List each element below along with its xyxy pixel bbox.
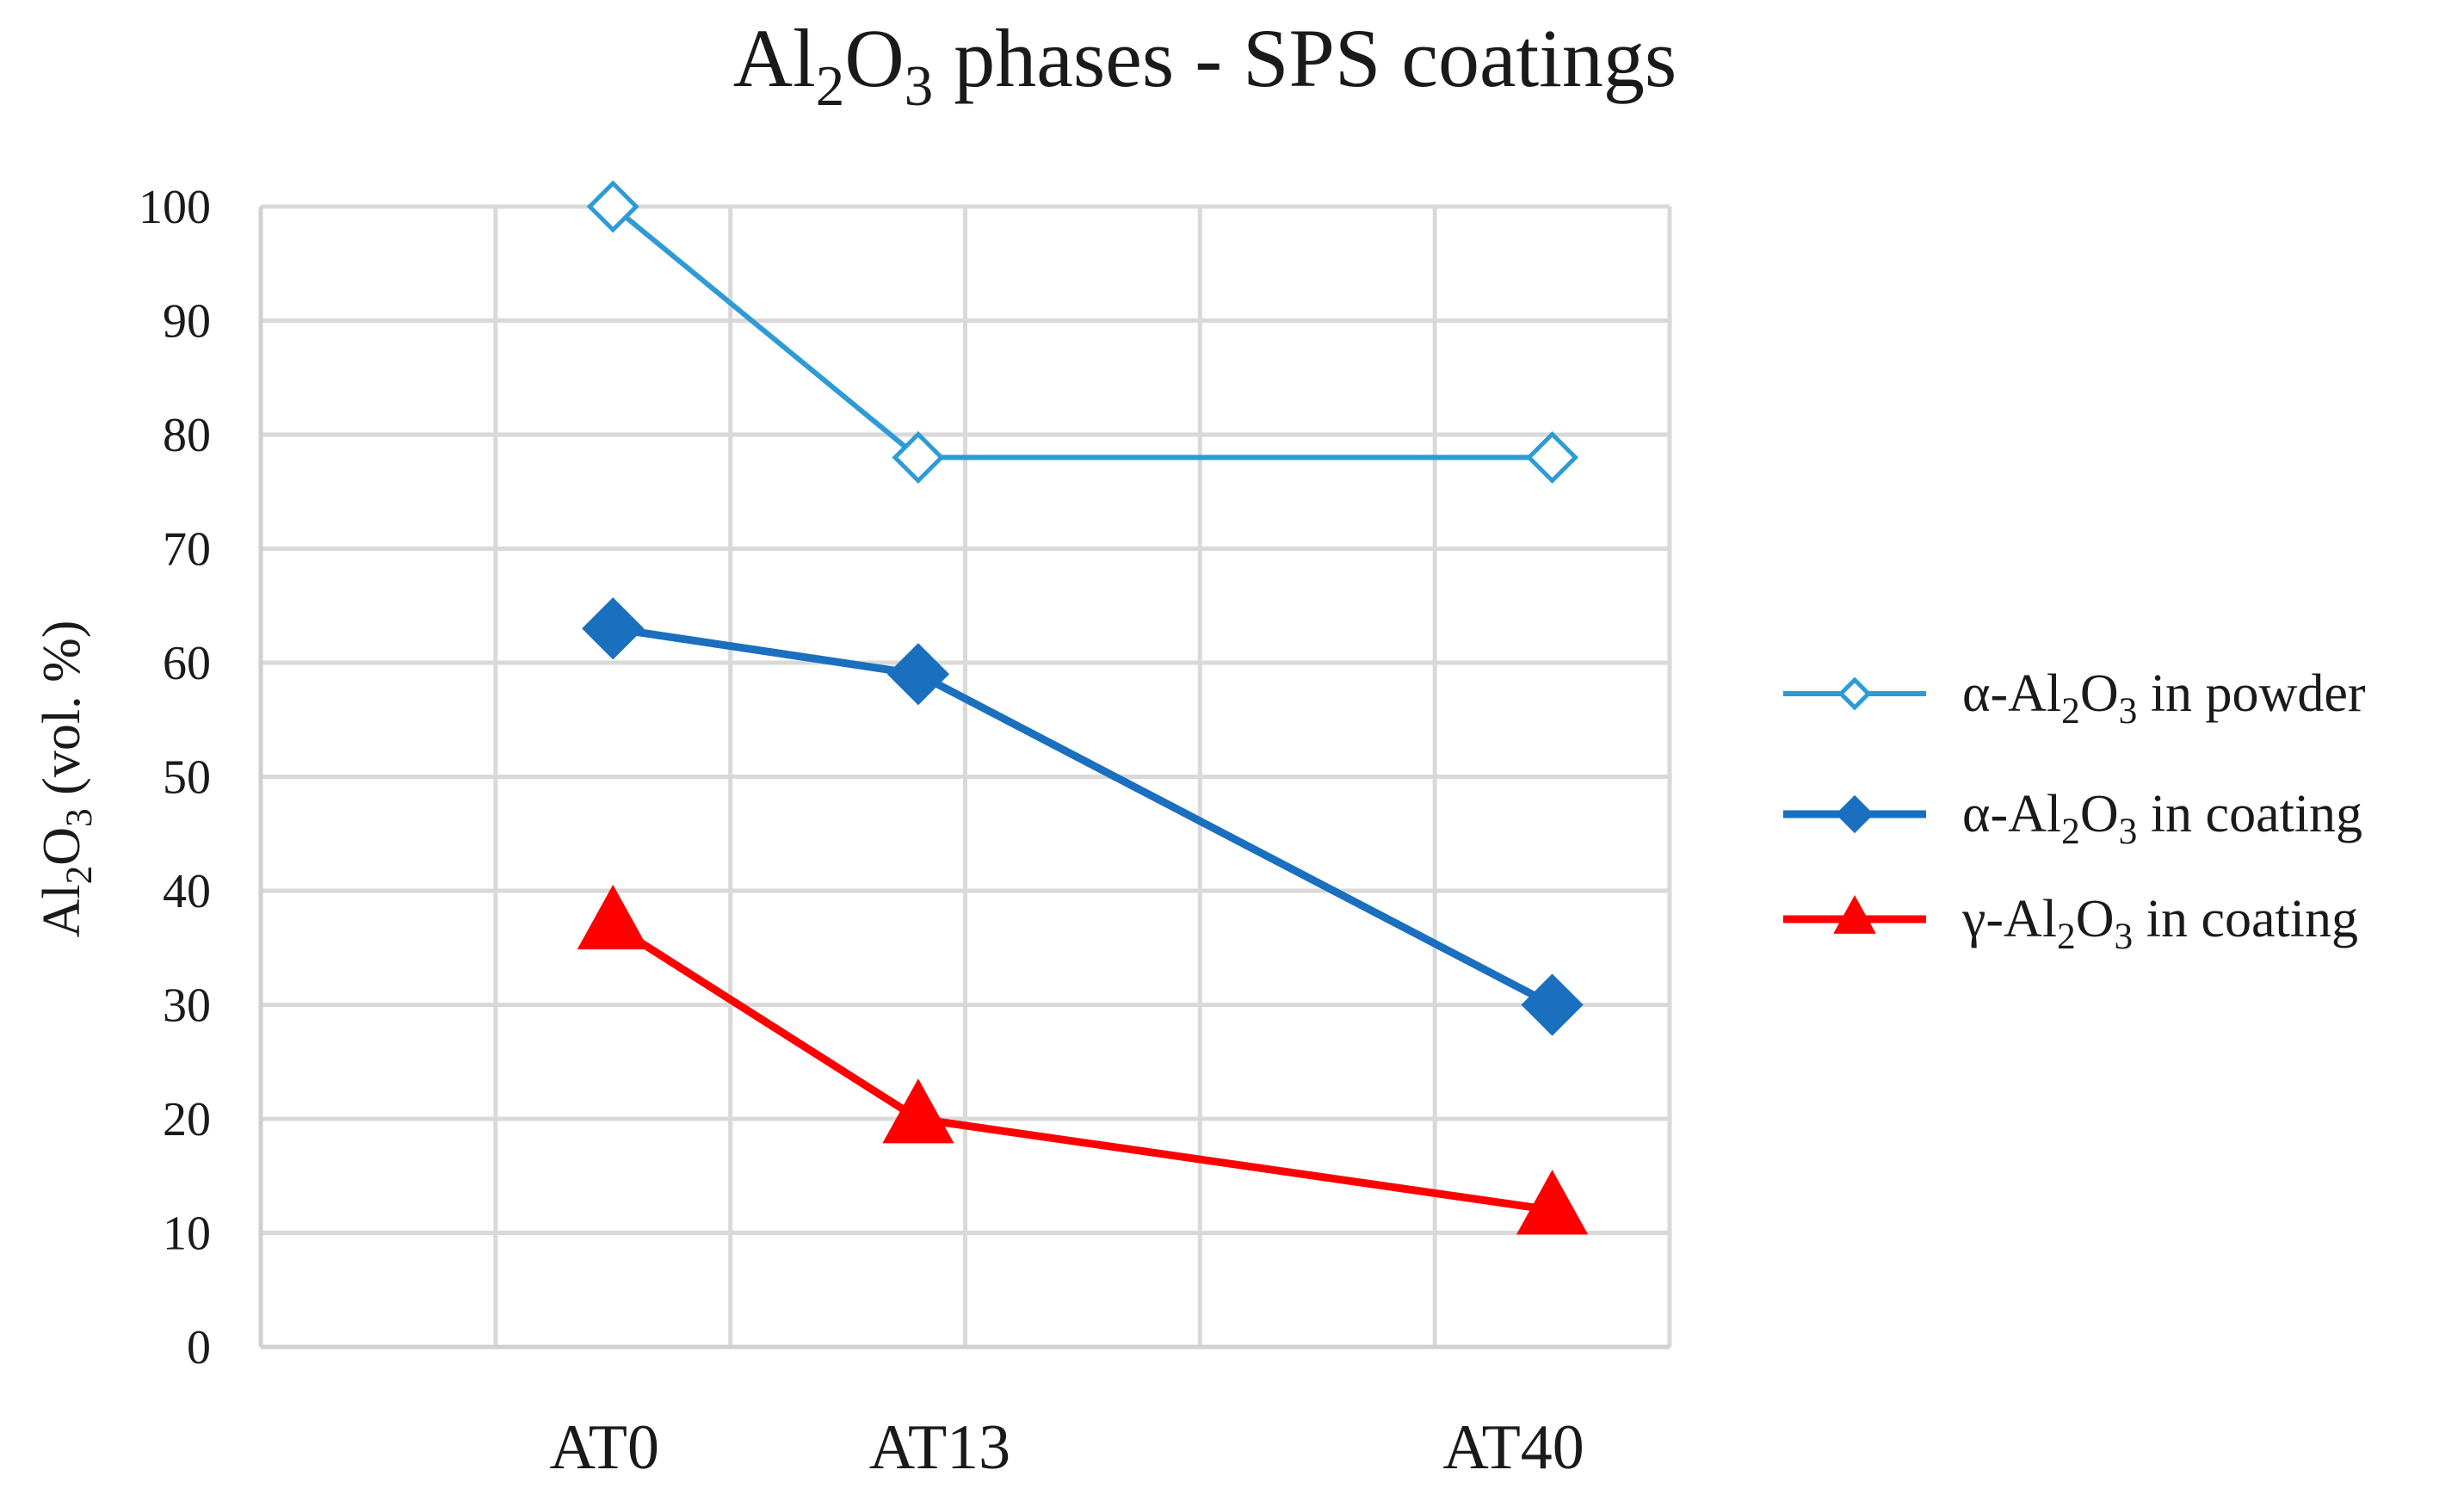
series-2	[577, 884, 1589, 1235]
y-ticks: 0 10 20 30 40 50 60 70 80 90 100	[139, 181, 211, 1374]
y-axis-label: Al2O3 (vol. %)	[33, 621, 100, 938]
legend-marker	[1835, 794, 1874, 834]
legend-label: α-Al2O3 in coating	[1962, 785, 2362, 852]
y-tick-label: 80	[163, 409, 211, 462]
data-point	[582, 597, 645, 660]
legend-label: γ-Al2O3 in coating	[1961, 890, 2358, 957]
y-tick-label: 10	[163, 1207, 211, 1261]
axes	[258, 207, 1670, 1350]
data-point	[586, 180, 639, 233]
legend-marker	[1837, 676, 1872, 711]
data-point	[886, 643, 950, 706]
series-line	[612, 624, 1554, 1009]
series-line	[610, 921, 1553, 1214]
x-tick-label: AT40	[1442, 1412, 1584, 1483]
y-tick-label: 90	[163, 295, 211, 349]
data-point	[1521, 973, 1584, 1036]
series-0	[586, 180, 1579, 485]
legend-label: α-Al2O3 in powder	[1962, 664, 2366, 732]
grid	[258, 204, 1672, 1350]
y-tick-label: 40	[163, 865, 211, 918]
y-axis-label-group: Al2O3 (vol. %)	[33, 621, 100, 938]
data-point	[882, 1078, 954, 1144]
y-tick-label: 50	[163, 751, 211, 805]
y-tick-label: 60	[163, 637, 211, 690]
data-point	[1516, 1170, 1589, 1235]
y-tick-label: 0	[187, 1321, 211, 1374]
y-tick-label: 20	[163, 1093, 211, 1146]
legend-item: α-Al2O3 in powder	[1783, 664, 2366, 732]
legend: α-Al2O3 in powder α-Al2O3 in coating γ-Al2…	[1783, 664, 2366, 957]
data-point	[892, 430, 945, 485]
series-1	[582, 597, 1584, 1036]
x-ticks: AT0 AT13 AT40	[550, 1412, 1584, 1483]
legend-item: γ-Al2O3 in coating	[1783, 890, 2358, 957]
data-point	[1526, 430, 1579, 485]
legend-item: α-Al2O3 in coating	[1783, 785, 2362, 852]
legend-marker	[1833, 895, 1876, 934]
y-tick-label: 100	[139, 181, 211, 234]
y-tick-label: 70	[163, 523, 211, 577]
x-tick-label: AT13	[869, 1412, 1010, 1483]
x-tick-label: AT0	[550, 1412, 659, 1483]
data-point	[577, 884, 649, 950]
chart-title-group: Al2O3 phases - SPS coatings	[733, 12, 1677, 118]
chart-title: Al2O3 phases - SPS coatings	[733, 12, 1677, 118]
y-tick-label: 30	[163, 979, 211, 1033]
series-line	[611, 204, 1553, 460]
series	[577, 180, 1589, 1235]
